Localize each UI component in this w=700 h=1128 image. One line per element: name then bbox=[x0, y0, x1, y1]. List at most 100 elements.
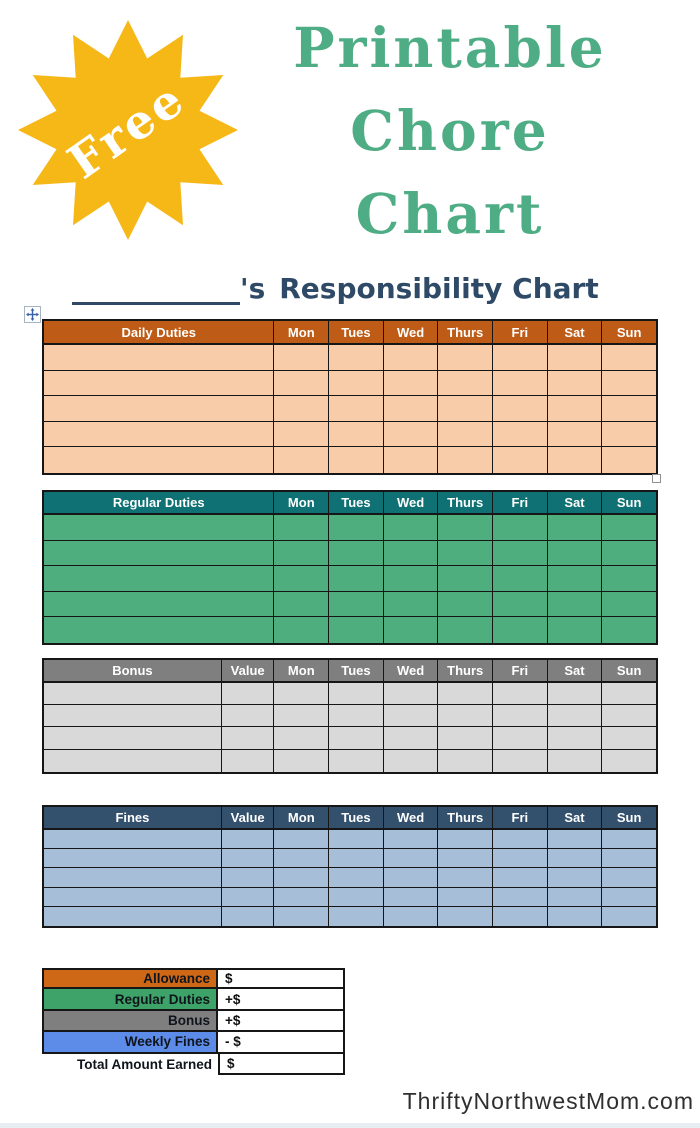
daily-day-cell bbox=[602, 345, 656, 370]
bonus-day-cell bbox=[274, 749, 330, 772]
regular-day-cell bbox=[329, 591, 384, 617]
bonus-day-cell bbox=[602, 705, 656, 726]
daily-body-row bbox=[44, 345, 656, 371]
day-header: Sun bbox=[616, 495, 642, 510]
daily-day-cell bbox=[493, 396, 548, 421]
fines-header-row: Fines Value Mon Tues Wed Thurs Fri Sat Sun bbox=[44, 807, 656, 830]
regular-day-cell bbox=[602, 566, 656, 591]
regular-day-cell bbox=[548, 566, 603, 591]
summary-label: Bonus bbox=[42, 1010, 218, 1033]
daily-day-cell bbox=[329, 396, 384, 421]
daily-day-cell bbox=[493, 345, 548, 370]
bonus-day-cell bbox=[384, 727, 439, 749]
summary-row: Regular Duties +$ bbox=[42, 989, 345, 1011]
bonus-day-cell bbox=[548, 727, 603, 749]
regular-day-cell bbox=[274, 566, 330, 591]
bonus-header-row: Bonus Value Mon Tues Wed Thurs Fri Sat Sun bbox=[44, 660, 656, 683]
daily-day-cell bbox=[548, 447, 603, 473]
table-move-handle[interactable] bbox=[24, 306, 41, 323]
daily-day-cell bbox=[438, 396, 494, 421]
daily-day-cell bbox=[548, 345, 603, 370]
fines-day-cell bbox=[438, 830, 494, 849]
day-header: Mon bbox=[274, 492, 330, 513]
fines-body-row bbox=[44, 887, 656, 907]
fines-day-cell bbox=[384, 868, 439, 887]
regular-day-cell bbox=[329, 566, 384, 591]
table-bonus: Bonus Value Mon Tues Wed Thurs Fri Sat Sun bbox=[42, 658, 658, 774]
regular-day-cell bbox=[548, 617, 603, 643]
regular-day-cell bbox=[493, 591, 548, 617]
day-header: Thurs bbox=[438, 492, 494, 513]
regular-day-cell bbox=[438, 591, 494, 617]
day-header: Sun bbox=[616, 324, 642, 340]
bonus-body-row bbox=[44, 727, 656, 750]
fines-value-cell: Value bbox=[222, 807, 275, 828]
daily-day-cell bbox=[493, 370, 548, 396]
day-header: Sat bbox=[548, 660, 603, 681]
day-header: Sat bbox=[548, 321, 603, 343]
fines-label-cell bbox=[44, 906, 222, 926]
daily-day-cell bbox=[384, 345, 439, 370]
bonus-day-cell bbox=[274, 727, 330, 749]
day-header: Sun bbox=[616, 663, 642, 678]
daily-label-cell bbox=[44, 421, 275, 447]
fines-day-cell bbox=[548, 830, 603, 849]
fines-day-cell bbox=[548, 868, 603, 887]
table-resize-handle[interactable] bbox=[652, 474, 661, 483]
bonus-label-cell bbox=[44, 749, 222, 772]
fines-day-cell bbox=[602, 868, 656, 886]
regular-day-cell bbox=[438, 617, 494, 643]
daily-day-cell bbox=[602, 371, 656, 396]
fines-day-cell bbox=[384, 906, 439, 926]
daily-label-cell bbox=[44, 396, 275, 421]
day-header: Fri bbox=[493, 660, 548, 681]
day-header: Wed bbox=[384, 660, 439, 681]
free-badge: Free bbox=[10, 12, 246, 248]
fines-body-row bbox=[44, 906, 656, 926]
daily-day-cell bbox=[274, 421, 330, 447]
regular-day-cell bbox=[548, 540, 603, 566]
fines-label-cell bbox=[44, 849, 222, 868]
regular-day-cell bbox=[384, 566, 439, 591]
fines-body-row bbox=[44, 849, 656, 869]
summary-row: Allowance $ bbox=[42, 968, 345, 990]
table-regular-duties: Regular Duties Mon Tues Wed Thurs Fri Sat Sun bbox=[42, 490, 658, 645]
bonus-day-cell bbox=[493, 705, 548, 727]
title-line-3: Chart bbox=[355, 181, 545, 246]
daily-day-cell bbox=[274, 396, 330, 421]
fines-day-cell bbox=[548, 849, 603, 868]
bonus-label-cell bbox=[44, 727, 222, 749]
fines-day-cell bbox=[384, 887, 439, 906]
watermark: ThriftyNorthwestMom.com bbox=[402, 1088, 694, 1114]
heading-text: Responsibility Chart bbox=[279, 272, 599, 305]
regular-body-row bbox=[44, 515, 656, 541]
bonus-day-cell bbox=[548, 749, 603, 772]
day-header: Tues bbox=[329, 492, 384, 513]
daily-body-row bbox=[44, 396, 656, 422]
day-header: Wed bbox=[384, 321, 439, 343]
daily-day-cell bbox=[438, 447, 494, 473]
daily-day-cell bbox=[274, 345, 330, 370]
fines-day-cell bbox=[329, 868, 384, 887]
fines-day-cell bbox=[602, 830, 656, 848]
day-header: Thurs bbox=[438, 807, 494, 828]
fines-label-cell bbox=[44, 887, 222, 906]
day-header: Fri bbox=[493, 492, 548, 513]
daily-body-row bbox=[44, 447, 656, 473]
regular-day-cell bbox=[384, 591, 439, 617]
regular-day-cell bbox=[602, 617, 656, 643]
regular-body-row bbox=[44, 591, 656, 618]
regular-label-cell bbox=[44, 591, 275, 617]
bonus-day-cell bbox=[274, 683, 330, 705]
bonus-day-cell bbox=[438, 683, 494, 705]
daily-day-cell bbox=[329, 447, 384, 473]
title-line-2: Chore bbox=[350, 98, 550, 163]
summary-row: Weekly Fines - $ bbox=[42, 1032, 345, 1054]
bonus-day-cell bbox=[438, 749, 494, 772]
regular-label-cell bbox=[44, 617, 275, 643]
daily-day-cell bbox=[384, 447, 439, 473]
daily-day-cell bbox=[493, 421, 548, 447]
regular-day-cell bbox=[274, 617, 330, 643]
regular-header-row: Regular Duties Mon Tues Wed Thurs Fri Sat Sun bbox=[44, 492, 656, 515]
fines-day-cell bbox=[493, 887, 548, 906]
